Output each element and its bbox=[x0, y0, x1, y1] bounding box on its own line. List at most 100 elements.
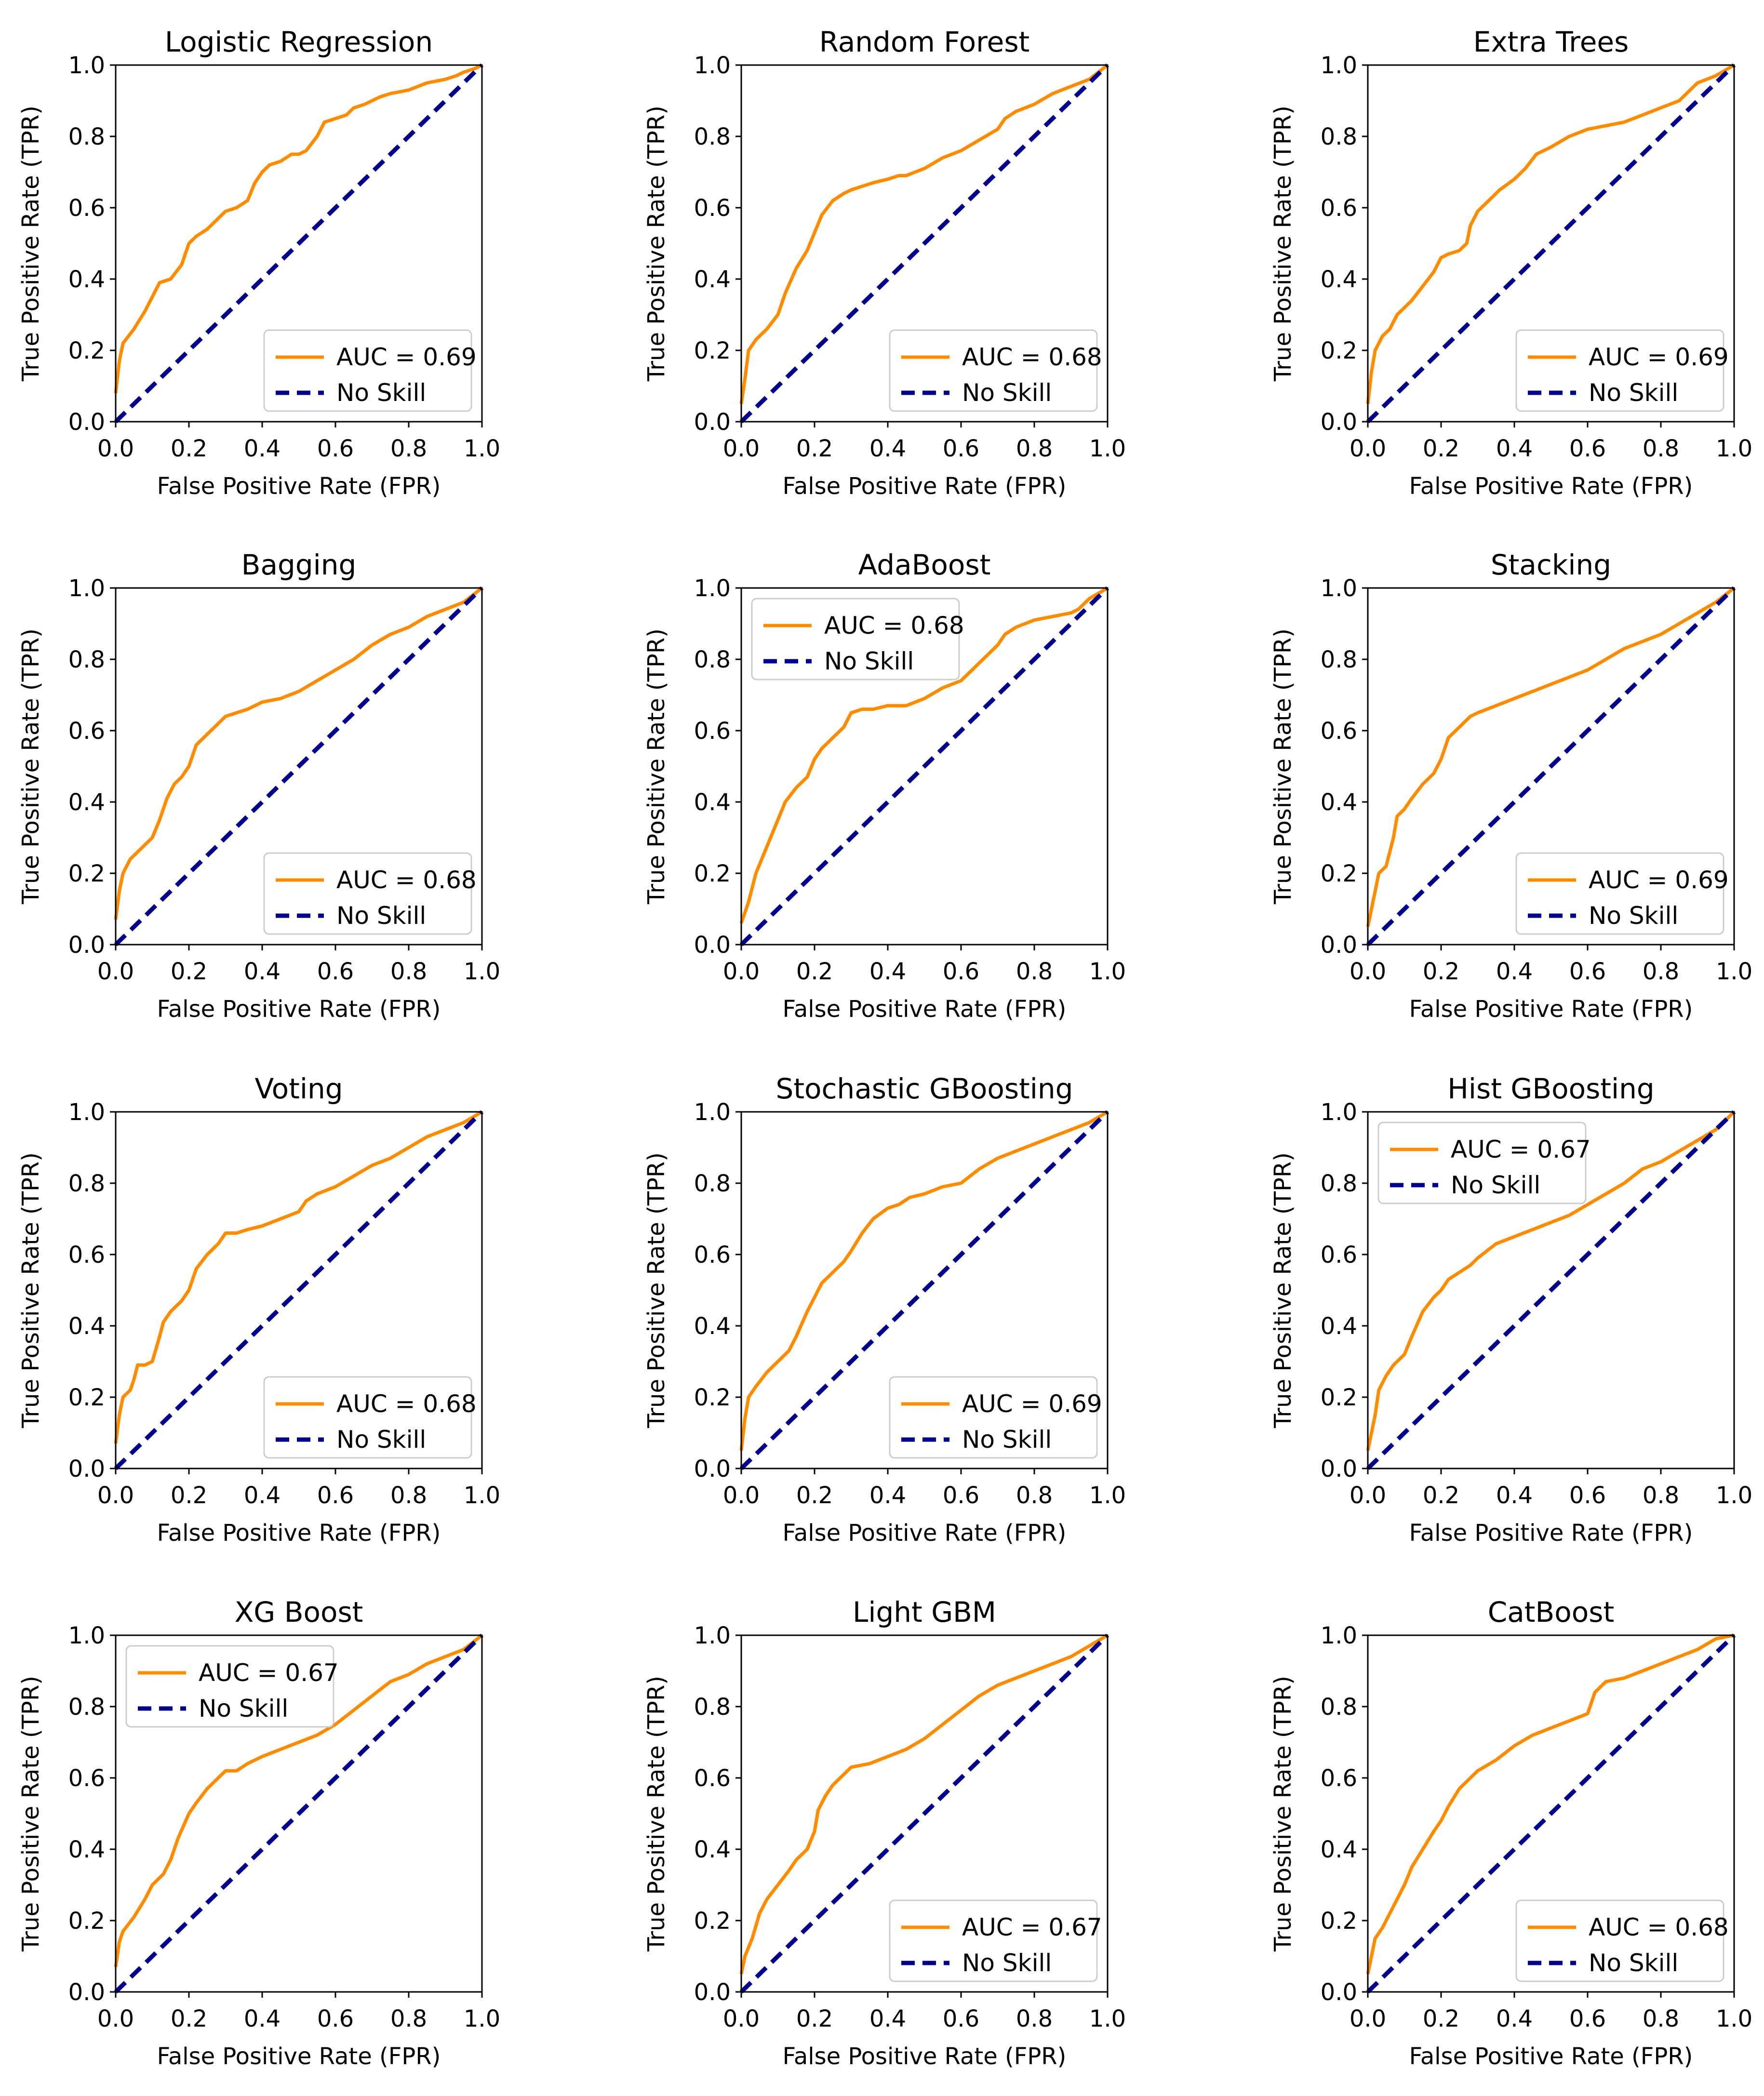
legend-entry-no-skill: No Skill bbox=[199, 1695, 288, 1722]
y-tick-label: 0.4 bbox=[1321, 789, 1357, 816]
x-tick-label: 0.8 bbox=[1016, 958, 1053, 985]
x-tick-label: 0.2 bbox=[796, 1482, 833, 1509]
plot-frame bbox=[1367, 587, 1735, 946]
legend-entry-no-skill: No Skill bbox=[962, 1426, 1052, 1454]
x-axis-label: False Positive Rate (FPR) bbox=[783, 2043, 1067, 2070]
y-tick-label: 0.8 bbox=[694, 1694, 731, 1721]
y-tick-label: 0.6 bbox=[68, 195, 105, 222]
x-tick-label: 1.0 bbox=[1089, 2005, 1126, 2032]
legend-box bbox=[1377, 1121, 1587, 1204]
x-tick-label: 1.0 bbox=[1716, 958, 1752, 985]
y-tick-label: 0.4 bbox=[68, 1836, 105, 1863]
y-tick-label: 0.0 bbox=[68, 932, 105, 959]
y-tick-label: 0.0 bbox=[694, 932, 731, 959]
legend-entry-auc: AUC = 0.67 bbox=[1451, 1135, 1591, 1163]
x-tick-label: 0.8 bbox=[390, 958, 427, 985]
legend: AUC = 0.67 No Skill bbox=[889, 1899, 1102, 1982]
x-tick-label: 0.0 bbox=[1350, 958, 1386, 985]
y-tick-label: 0.0 bbox=[694, 1455, 731, 1482]
x-tick-label: 0.6 bbox=[1569, 2005, 1606, 2032]
x-tick-label: 1.0 bbox=[1716, 2005, 1752, 2032]
y-tick-label: 1.0 bbox=[1321, 1622, 1357, 1649]
y-tick-label: 0.6 bbox=[68, 718, 105, 745]
no-skill-line bbox=[1366, 586, 1736, 947]
x-axis-label: False Positive Rate (FPR) bbox=[157, 2043, 441, 2070]
roc-panel: Stacking 0.00.0 0.2 0.2 0.4 0.4 0.6 0.6 0.8 0.8 1.… bbox=[1270, 548, 1752, 1023]
legend-entry-no-skill: No Skill bbox=[962, 1949, 1052, 1977]
y-tick-label: 0.8 bbox=[1321, 646, 1357, 673]
no-skill-line bbox=[739, 63, 1109, 424]
plot-frame bbox=[740, 1111, 1109, 1469]
x-tick-label: 0.6 bbox=[317, 958, 354, 985]
legend-box bbox=[125, 1645, 334, 1728]
legend-entry-auc: AUC = 0.69 bbox=[1589, 866, 1729, 894]
roc-panel: XG Boost 0.00.0 0.2 0.2 0.4 0.4 0.6 0.6 0.8 0.8 1.… bbox=[17, 1596, 500, 2070]
legend-entry-no-skill: No Skill bbox=[962, 379, 1052, 407]
y-tick-label: 0.2 bbox=[694, 1384, 731, 1411]
y-tick-label: 0.8 bbox=[1321, 1170, 1357, 1197]
legend: AUC = 0.68 No Skill bbox=[751, 598, 964, 681]
roc-panel: AdaBoost 0.00.0 0.2 0.2 0.4 0.4 0.6 0.6 0.8 0.8 1.… bbox=[643, 548, 1126, 1023]
x-tick-label: 0.6 bbox=[1569, 435, 1606, 462]
x-tick-label: 1.0 bbox=[1089, 958, 1126, 985]
y-axis-label: True Positive Rate (TPR) bbox=[643, 1676, 670, 1952]
legend: AUC = 0.69 No Skill bbox=[1515, 852, 1729, 935]
y-tick-label: 0.2 bbox=[1321, 1384, 1357, 1411]
legend-box bbox=[889, 329, 1098, 412]
y-tick-label: 0.6 bbox=[1321, 1242, 1357, 1268]
plot-frame bbox=[740, 587, 1109, 946]
y-tick-label: 0.6 bbox=[694, 718, 731, 745]
roc-panel: Stochastic GBoosting 0.00.0 0.2 0.2 0.4 0.4 0.… bbox=[643, 1072, 1126, 1547]
x-tick-label: 0.6 bbox=[1569, 1482, 1606, 1509]
x-tick-label: 0.0 bbox=[723, 2005, 760, 2032]
x-tick-label: 0.4 bbox=[244, 2005, 281, 2032]
legend-entry-no-skill: No Skill bbox=[336, 1426, 426, 1454]
plot-frame bbox=[1367, 1111, 1735, 1469]
x-tick-label: 0.8 bbox=[1643, 2005, 1679, 2032]
plot-frame bbox=[115, 587, 483, 946]
x-tick-label: 0.4 bbox=[869, 958, 906, 985]
legend-box bbox=[1515, 1899, 1724, 1982]
y-axis-label: True Positive Rate (TPR) bbox=[17, 628, 44, 905]
x-tick-label: 0.0 bbox=[723, 958, 760, 985]
roc-curve bbox=[739, 1110, 1109, 1451]
legend-entry-no-skill: No Skill bbox=[1589, 902, 1678, 930]
y-axis-label: True Positive Rate (TPR) bbox=[1270, 1152, 1296, 1428]
x-tick-label: 0.2 bbox=[796, 435, 833, 462]
y-tick-label: 0.8 bbox=[68, 123, 105, 150]
x-tick-label: 0.6 bbox=[1569, 958, 1606, 985]
roc-panel: Random Forest 0.00.0 0.2 0.2 0.4 0.4 0.6 0.6 0.8… bbox=[643, 26, 1126, 500]
y-tick-label: 0.8 bbox=[1321, 123, 1357, 150]
roc-panel: Voting 0.00.0 0.2 0.2 0.4 0.4 0.6 0.6 0.8 0.8 1.0 1… bbox=[17, 1072, 500, 1547]
y-axis-label: True Positive Rate (TPR) bbox=[17, 1676, 44, 1952]
legend-box bbox=[751, 598, 960, 681]
y-tick-label: 0.8 bbox=[694, 123, 731, 150]
y-tick-label: 0.8 bbox=[68, 1694, 105, 1721]
panel-title: Light GBM bbox=[853, 1596, 996, 1629]
y-axis-label: True Positive Rate (TPR) bbox=[643, 628, 670, 905]
legend-entry-no-skill: No Skill bbox=[1589, 1949, 1678, 1977]
no-skill-line bbox=[1366, 63, 1736, 424]
legend-entry-auc: AUC = 0.67 bbox=[962, 1913, 1102, 1941]
x-tick-label: 0.8 bbox=[1016, 435, 1053, 462]
panel-title: AdaBoost bbox=[858, 548, 991, 581]
panel-title: Logistic Regression bbox=[165, 26, 433, 58]
y-tick-label: 1.0 bbox=[68, 1622, 105, 1649]
plot-frame bbox=[115, 1111, 483, 1469]
roc-curve bbox=[1366, 1110, 1736, 1451]
plot-frame bbox=[740, 64, 1109, 423]
y-tick-label: 0.4 bbox=[1321, 1313, 1357, 1340]
x-tick-label: 0.2 bbox=[1423, 1482, 1459, 1509]
y-tick-label: 0.0 bbox=[694, 1979, 731, 2006]
legend-entry-no-skill: No Skill bbox=[1451, 1171, 1540, 1199]
y-tick-label: 0.4 bbox=[68, 266, 105, 293]
no-skill-line bbox=[739, 1110, 1109, 1470]
y-tick-label: 0.2 bbox=[694, 337, 731, 364]
y-tick-label: 0.6 bbox=[694, 1765, 731, 1792]
no-skill-line bbox=[1366, 1633, 1736, 1994]
legend-box bbox=[1515, 852, 1724, 935]
roc-panel: Bagging 0.00.0 0.2 0.2 0.4 0.4 0.6 0.6 0.8 0.8 1.0… bbox=[17, 548, 500, 1023]
no-skill-line bbox=[114, 586, 484, 947]
y-tick-label: 0.2 bbox=[694, 860, 731, 887]
no-skill-line bbox=[114, 63, 484, 424]
